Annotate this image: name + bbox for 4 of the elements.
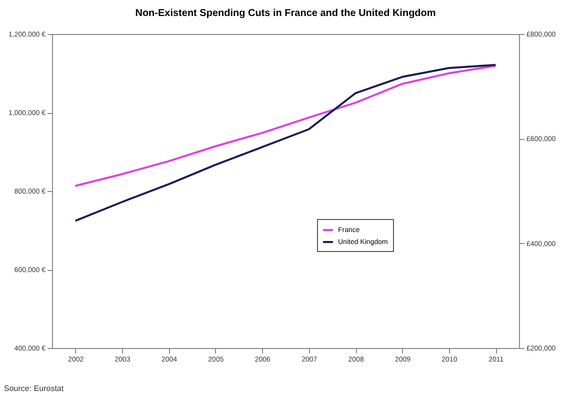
- line-series: [74, 64, 497, 187]
- chart-title: Non-Existent Spending Cuts in France and the United Kingdom: [135, 8, 436, 19]
- source-note: Source: Eurostat: [4, 384, 64, 393]
- line-series: [74, 64, 497, 222]
